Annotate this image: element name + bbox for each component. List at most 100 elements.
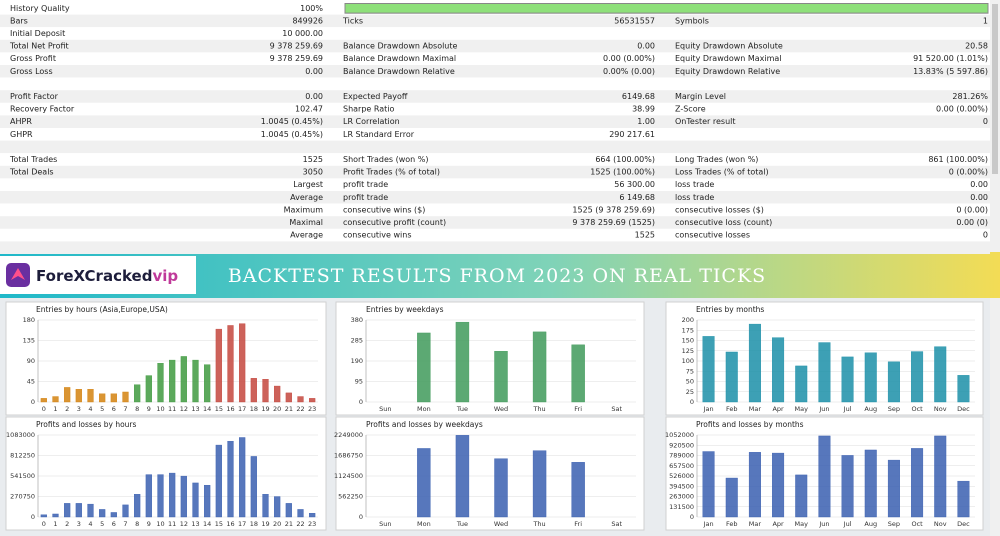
y-tick-label: 394500 bbox=[669, 482, 694, 490]
row-bg bbox=[0, 115, 990, 128]
x-tick-label: 13 bbox=[191, 405, 199, 413]
cell-value: 56 300.00 bbox=[614, 180, 655, 189]
row-bg bbox=[0, 14, 990, 28]
cell-value: 861 (100.00%) bbox=[928, 155, 988, 164]
cell-value: 9 378 259.69 bbox=[270, 54, 323, 63]
bar bbox=[748, 452, 761, 518]
cell-value: Largest bbox=[293, 180, 323, 189]
cell-value: 0.00 (0.00%) bbox=[603, 54, 655, 63]
bar bbox=[795, 365, 808, 403]
row-bg bbox=[0, 203, 990, 217]
bar bbox=[192, 482, 199, 518]
scroll-thumb[interactable] bbox=[992, 4, 998, 174]
bar bbox=[145, 375, 152, 403]
x-tick-label: Nov bbox=[934, 520, 947, 528]
cell-label: Bars bbox=[10, 16, 28, 25]
cell-value: 290 217.61 bbox=[609, 130, 655, 139]
chart-title: Profits and losses by weekdays bbox=[366, 420, 483, 429]
cell-label: Initial Deposit bbox=[10, 29, 65, 38]
x-tick-label: 10 bbox=[156, 520, 164, 528]
x-tick-label: 22 bbox=[296, 405, 304, 413]
x-tick-label: 19 bbox=[261, 405, 269, 413]
x-tick-label: Tue bbox=[456, 405, 468, 413]
x-tick-label: Jan bbox=[703, 405, 714, 413]
cell-value: 20.58 bbox=[965, 42, 988, 51]
cell-label: Long Trades (won %) bbox=[675, 155, 758, 164]
row-bg bbox=[0, 90, 990, 103]
quality-bar bbox=[344, 3, 989, 14]
bar bbox=[494, 458, 508, 518]
bar bbox=[52, 396, 59, 403]
cell-value: 102.47 bbox=[295, 105, 323, 114]
row-bg bbox=[0, 178, 990, 191]
x-tick-label: 4 bbox=[88, 405, 92, 413]
row-bg bbox=[0, 102, 990, 116]
y-tick-label: 0 bbox=[690, 398, 694, 406]
x-tick-label: 21 bbox=[285, 520, 293, 528]
cell-value: 849926 bbox=[292, 16, 323, 25]
y-tick-label: 180 bbox=[23, 316, 35, 324]
cell-label: Balance Drawdown Relative bbox=[343, 67, 455, 76]
bar bbox=[110, 393, 117, 403]
cell-label: Equity Drawdown Relative bbox=[675, 67, 780, 76]
cell-label: Ticks bbox=[342, 16, 363, 25]
x-tick-label: 12 bbox=[180, 520, 188, 528]
x-tick-label: 17 bbox=[238, 520, 246, 528]
cell-value: 0.00 bbox=[637, 42, 655, 51]
y-tick-label: 1083000 bbox=[6, 431, 35, 439]
y-tick-label: 45 bbox=[27, 378, 35, 386]
bar bbox=[818, 435, 831, 518]
row-bg bbox=[0, 153, 990, 166]
bar bbox=[864, 449, 877, 518]
y-tick-label: 270750 bbox=[10, 493, 35, 501]
x-tick-label: Sat bbox=[611, 405, 622, 413]
bar bbox=[455, 435, 470, 518]
cell-label: Loss Trades (% of total) bbox=[675, 168, 769, 177]
x-tick-label: Nov bbox=[934, 405, 947, 413]
y-tick-label: 263000 bbox=[669, 493, 694, 501]
x-tick-label: 0 bbox=[42, 405, 46, 413]
cell-label: Gross Loss bbox=[10, 67, 53, 76]
x-tick-label: 15 bbox=[215, 520, 223, 528]
y-tick-label: 90 bbox=[27, 357, 35, 365]
x-tick-label: 4 bbox=[88, 520, 92, 528]
cell-value: 0.00 (0.00%) bbox=[936, 105, 988, 114]
x-tick-label: May bbox=[795, 405, 809, 413]
x-tick-label: Aug bbox=[864, 405, 877, 413]
banner-title: BACKTEST RESULTS FROM 2023 ON REAL TICKS bbox=[228, 265, 766, 287]
row-value: 100% bbox=[300, 4, 323, 13]
row-bg bbox=[0, 140, 990, 154]
x-tick-label: 3 bbox=[77, 520, 81, 528]
y-tick-label: 285 bbox=[351, 337, 363, 345]
x-tick-label: Jun bbox=[818, 405, 829, 413]
cell-label: AHPR bbox=[10, 117, 32, 126]
bar bbox=[215, 328, 222, 403]
cell-value: 0.00 bbox=[305, 67, 323, 76]
chart-title: Profits and losses by hours bbox=[36, 420, 137, 429]
bar bbox=[957, 480, 970, 518]
bar bbox=[702, 451, 715, 518]
bar bbox=[262, 379, 269, 403]
y-tick-label: 0 bbox=[359, 398, 363, 406]
bar bbox=[309, 398, 316, 403]
x-tick-label: Apr bbox=[772, 520, 784, 528]
cell-value: 1.00 bbox=[637, 117, 655, 126]
bar bbox=[748, 323, 761, 403]
x-tick-label: 7 bbox=[123, 520, 127, 528]
x-tick-label: 22 bbox=[296, 520, 304, 528]
cell-value: 9 378 259.69 (1525) bbox=[572, 218, 655, 227]
x-tick-label: 19 bbox=[261, 520, 269, 528]
y-tick-label: 541500 bbox=[10, 472, 35, 480]
bar bbox=[134, 384, 141, 403]
x-tick-label: Mon bbox=[417, 405, 431, 413]
chart-panel bbox=[335, 416, 645, 531]
cell-value: 1 bbox=[983, 16, 988, 25]
bar bbox=[122, 504, 129, 518]
x-tick-label: 20 bbox=[273, 520, 281, 528]
cell-label: Expected Payoff bbox=[343, 92, 408, 101]
cell-value: 0.00 bbox=[970, 193, 988, 202]
cell-value: 10 000.00 bbox=[282, 29, 323, 38]
bar bbox=[957, 375, 970, 403]
cell-value: 1.0045 (0.45%) bbox=[261, 117, 323, 126]
